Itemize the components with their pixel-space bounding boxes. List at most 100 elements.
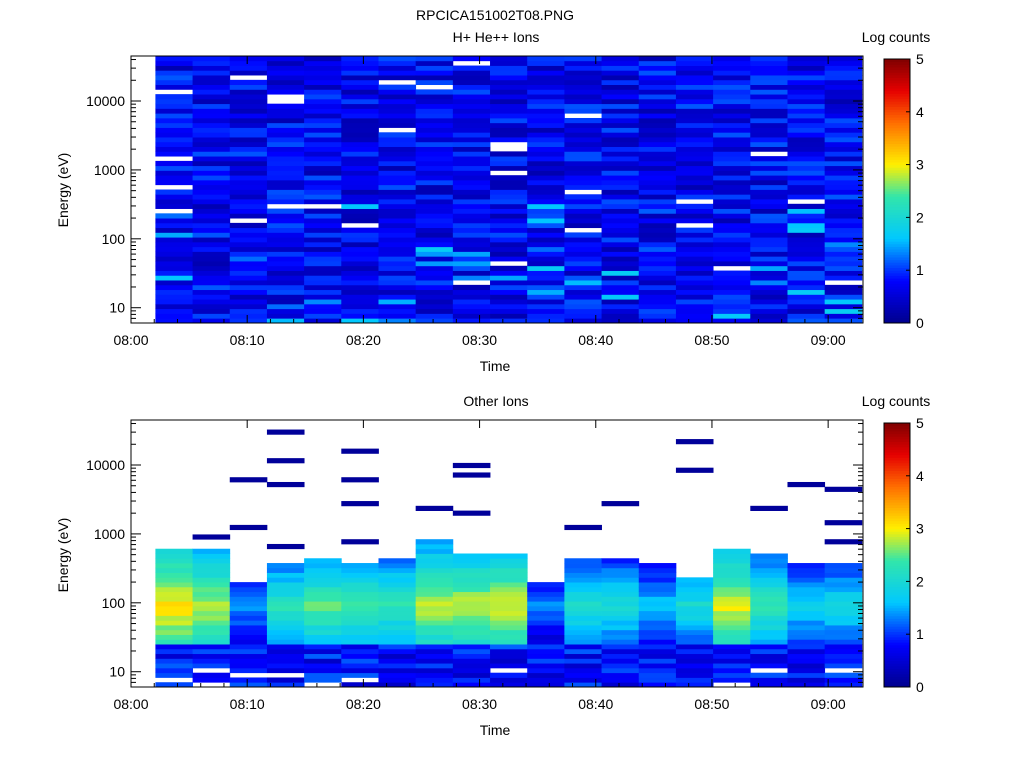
heatmap-cell (415, 222, 454, 229)
heatmap-cell (787, 156, 826, 162)
colorbar-swatch (884, 235, 910, 240)
heatmap-cell (750, 70, 788, 76)
heatmap-cell (341, 213, 379, 219)
heatmap-cell (638, 160, 677, 167)
heatmap-cells (155, 429, 863, 688)
heatmap-cell (601, 308, 640, 314)
heatmap-cell (452, 639, 491, 645)
colorbar-swatch (884, 491, 910, 495)
heatmap-cell (341, 84, 379, 90)
heatmap-cell (155, 132, 193, 138)
colorbar-swatch (884, 607, 910, 611)
heatmap-cell (490, 184, 528, 190)
heatmap-cell (304, 667, 342, 674)
heatmap-cell (378, 653, 417, 659)
heatmap-cell (192, 160, 231, 167)
heatmap-cell (452, 170, 491, 176)
heatmap-cell (527, 610, 565, 616)
heatmap-cell (564, 261, 602, 267)
heatmap-cell (304, 89, 342, 95)
heatmap-cell (564, 208, 602, 214)
heatmap-cell (750, 117, 788, 124)
heatmap-cell (229, 682, 268, 688)
heatmap-cell (675, 677, 714, 683)
colorbar-swatch (884, 465, 910, 469)
heatmap-cell (155, 567, 193, 573)
heatmap-cell (266, 458, 305, 464)
heatmap-cell (824, 156, 863, 162)
heatmap-cell (601, 639, 640, 645)
colorbar-swatch (884, 584, 910, 588)
heatmap-cell (713, 548, 751, 554)
heatmap-cell (304, 65, 342, 71)
heatmap-cell (229, 591, 268, 597)
colorbar-swatch (884, 315, 910, 319)
heatmap-cell (229, 284, 268, 291)
heatmap-cell (601, 634, 640, 640)
heatmap-cell (638, 567, 677, 573)
heatmap-cell (452, 270, 491, 276)
heatmap-cell (229, 294, 268, 300)
heatmap-cell (304, 625, 342, 631)
colorbar-swatch (884, 507, 910, 511)
heatmap-cell (452, 563, 491, 569)
colorbar-swatch (884, 647, 910, 651)
panel-title: H+ He++ Ions (453, 29, 540, 45)
colorbar-swatch (884, 483, 910, 487)
heatmap-cell (787, 160, 826, 167)
heatmap-cell (824, 596, 863, 602)
heatmap-cell (490, 165, 528, 171)
heatmap-cell (266, 567, 305, 573)
colorbar-swatch (884, 605, 910, 609)
heatmap-cell (787, 117, 826, 124)
colorbar-swatch (884, 222, 910, 226)
heatmap-cell (713, 648, 751, 655)
colorbar-tick-label: 4 (916, 468, 924, 484)
colorbar-swatch (884, 154, 910, 158)
heatmap-cell (787, 70, 826, 76)
heatmap-cell (713, 56, 751, 62)
colorbar-swatch (884, 541, 910, 545)
heatmap-cell (824, 658, 863, 664)
heatmap-cell (378, 582, 417, 588)
heatmap-cell (490, 299, 528, 305)
heatmap-cell (452, 625, 491, 631)
heatmap-cell (155, 313, 193, 319)
heatmap-cell (824, 122, 863, 128)
heatmap-cell (266, 586, 305, 593)
heatmap-cell (415, 318, 454, 324)
heatmap-cell (415, 151, 454, 157)
heatmap-cell (824, 486, 863, 492)
heatmap-cell (304, 237, 342, 243)
heatmap-cell (304, 117, 342, 124)
heatmap-cell (415, 303, 454, 310)
heatmap-cell (452, 232, 491, 238)
heatmap-cells (155, 56, 863, 324)
heatmap-cell (638, 318, 677, 324)
heatmap-cell (638, 199, 677, 205)
heatmap-cell (490, 156, 528, 162)
heatmap-cell (713, 275, 751, 281)
heatmap-cell (192, 534, 231, 540)
heatmap-cell (527, 184, 565, 190)
heatmap-cell (378, 658, 417, 664)
heatmap-cell (304, 639, 342, 645)
colorbar-swatch (884, 628, 910, 633)
heatmap-cell (452, 94, 491, 100)
heatmap-cell (229, 56, 268, 62)
heatmap-cell (750, 65, 788, 71)
heatmap-cell (824, 303, 863, 310)
heatmap-cell (155, 222, 193, 229)
plot-frame (130, 419, 864, 688)
x-tick-label: 08:20 (346, 696, 381, 712)
heatmap-cell (229, 677, 268, 683)
heatmap-cell (564, 677, 602, 683)
heatmap-cell (192, 89, 231, 95)
heatmap-cell (601, 256, 640, 262)
heatmap-cell (266, 160, 305, 167)
heatmap-cell (341, 246, 379, 252)
heatmap-cell (638, 56, 677, 62)
heatmap-cell (490, 151, 528, 157)
heatmap-cell (527, 596, 565, 602)
heatmap-cell (713, 615, 751, 621)
